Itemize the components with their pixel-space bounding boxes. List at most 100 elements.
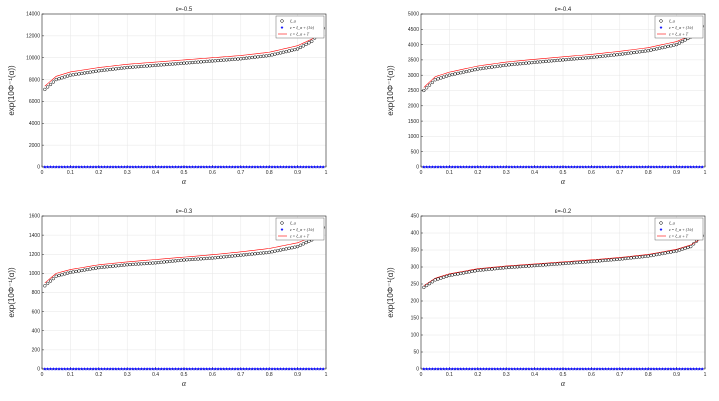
y-tick-label: 3000 (408, 73, 419, 79)
circle-point (427, 282, 432, 286)
circle-point (51, 276, 56, 281)
x-tick-label: 0.9 (673, 372, 680, 378)
x-tick-label: 0.7 (237, 170, 244, 176)
y-tick-label: 250 (411, 282, 420, 288)
y-tick-label: 1000 (29, 271, 40, 277)
circle-point (46, 281, 50, 286)
y-tick-label: 14000 (26, 12, 40, 18)
y-tick-label: 100 (411, 333, 420, 339)
y-tick-label: 400 (32, 328, 41, 334)
x-tick-label: 1 (704, 372, 707, 378)
star-point (321, 165, 325, 169)
circle-point (442, 75, 446, 79)
chart-title: ε=-0.4 (555, 7, 572, 13)
legend-entry: z = ξ_α + (1/ε) (668, 227, 694, 232)
y-tick-label: 1500 (408, 119, 419, 125)
circle-point (43, 87, 47, 92)
x-tick-label: 0.3 (503, 372, 510, 378)
circle-point (301, 44, 305, 48)
x-tick-label: 0.8 (645, 372, 652, 378)
y-tick-label: 2000 (29, 143, 40, 149)
legend-entry: z = ξ_α + T (668, 233, 689, 238)
y-tick-label: 3500 (408, 58, 419, 64)
x-tick-label: 0.8 (266, 170, 273, 176)
circle-point (304, 42, 308, 47)
x-tick-label: 1 (325, 170, 328, 176)
x-tick-label: 0.3 (503, 170, 510, 176)
y-tick-label: 400 (411, 231, 420, 237)
circle-point (677, 41, 682, 45)
circle-point (51, 80, 56, 84)
legend-entry: z = ξ_α + (1/ε) (289, 25, 315, 30)
x-tick-label: 0.7 (237, 372, 244, 378)
y-tick-label: 350 (411, 248, 420, 254)
y-tick-label: 1000 (408, 134, 419, 140)
x-tick-label: 0.5 (181, 372, 188, 378)
y-tick-label: 200 (32, 348, 41, 354)
legend-box (654, 217, 704, 241)
series-line (423, 27, 703, 88)
circle-point (674, 42, 679, 47)
legend-entry: z = ξ_α + T (668, 31, 689, 36)
circle-point (691, 242, 696, 246)
y-tick-label: 0 (416, 165, 419, 171)
x-tick-label: 0.2 (474, 372, 481, 378)
y-tick-label: 50 (413, 350, 419, 356)
circle-point (430, 280, 435, 284)
x-tick-label: 0 (41, 170, 44, 176)
y-axis-label: exp(10Φ⁻¹(α)) (386, 65, 395, 116)
y-tick-label: 0 (37, 165, 40, 171)
circle-point (686, 245, 690, 250)
circle-point (298, 243, 303, 247)
star-point (321, 367, 325, 371)
y-axis-label: exp(10Φ⁻¹(α)) (386, 267, 395, 318)
y-tick-label: 6000 (29, 99, 40, 105)
x-tick-label: 0.2 (95, 372, 102, 378)
x-tick-label: 0.4 (531, 170, 538, 176)
circle-point (683, 246, 687, 251)
circle-point (425, 86, 429, 90)
x-tick-label: 0.4 (531, 372, 538, 378)
y-tick-label: 600 (32, 309, 41, 315)
circle-point (680, 39, 684, 44)
y-tick-label: 0 (416, 367, 419, 373)
circle-point (298, 45, 303, 50)
y-axis-label: exp(10Φ⁻¹(α)) (7, 65, 16, 116)
y-tick-label: 2000 (408, 104, 419, 110)
x-tick-label: 0 (420, 372, 423, 378)
circle-point (439, 276, 443, 280)
x-tick-label: 0.2 (474, 170, 481, 176)
circle-point (301, 242, 305, 246)
legend-circle-marker (280, 19, 284, 23)
circle-point (683, 38, 687, 42)
legend-circle-marker (659, 221, 663, 225)
circle-point (444, 74, 449, 78)
circle-point (677, 248, 682, 252)
x-tick-label: 1 (325, 372, 328, 378)
circle-point (436, 77, 440, 81)
x-axis-label: α (182, 379, 187, 388)
circle-point (54, 77, 58, 82)
x-tick-label: 0.5 (181, 170, 188, 176)
circle-point (425, 283, 429, 288)
circle-point (63, 75, 67, 79)
legend-star-marker (280, 227, 284, 231)
circle-point (43, 284, 47, 288)
y-tick-label: 1600 (29, 214, 40, 220)
legend-entry: z = ξ_α + (1/ε) (668, 25, 694, 30)
chart-title: ε=-0.5 (176, 7, 193, 13)
x-tick-label: 1 (704, 170, 707, 176)
y-tick-label: 1400 (29, 233, 40, 239)
x-tick-label: 0.4 (152, 372, 159, 378)
legend-entry: ξ_α (290, 220, 297, 225)
legend-star-marker (280, 25, 284, 29)
circle-point (295, 47, 300, 51)
legend: ξ_αz = ξ_α + (1/ε)z = ξ_α + T (654, 15, 704, 39)
x-tick-label: 0.4 (152, 170, 159, 176)
chart-panel: 0 0.1 0.2 0.3 0.4 0.5 0.6 0.7 0.8 0.9 1 0 2000 4000 60… (7, 7, 328, 186)
circle-point (304, 240, 308, 245)
circle-point (433, 278, 437, 282)
y-tick-label: 10000 (26, 55, 40, 61)
y-tick-label: 4000 (29, 121, 40, 127)
legend: ξ_αz = ξ_α + (1/ε)z = ξ_α + T (275, 217, 325, 241)
